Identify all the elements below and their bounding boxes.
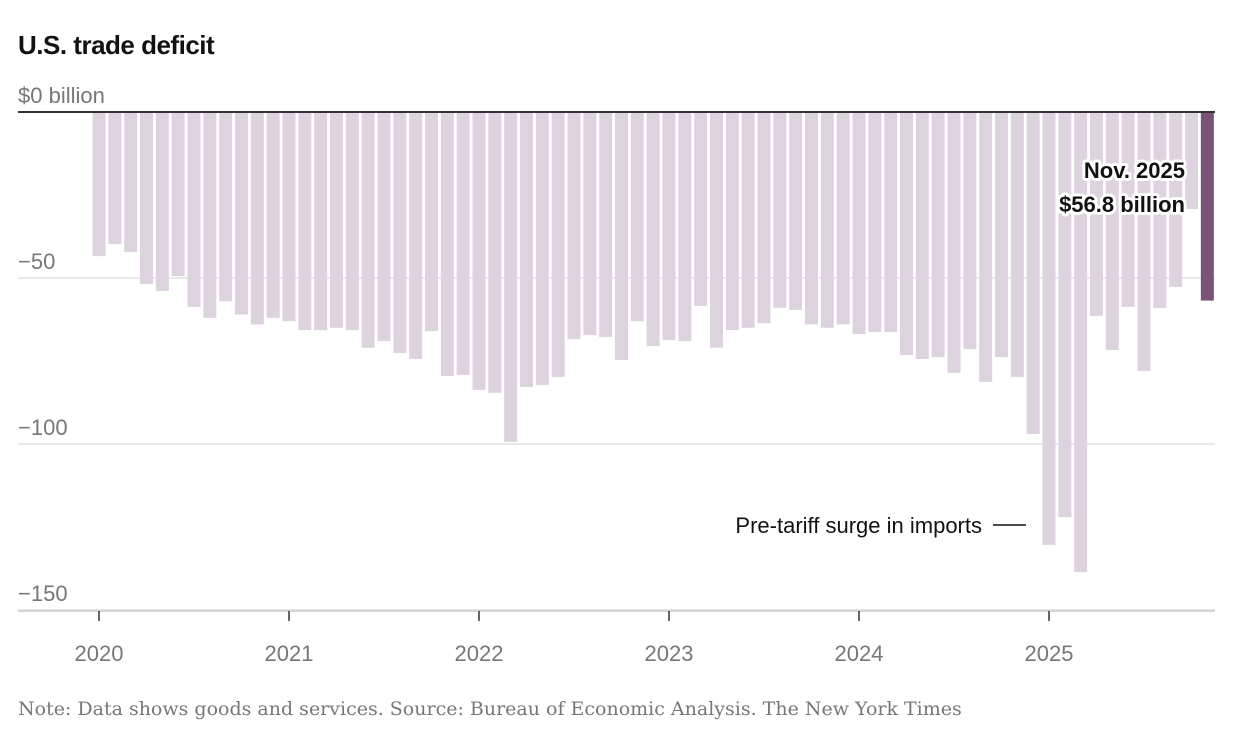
bar — [488, 112, 502, 393]
bar — [615, 112, 628, 361]
bar — [551, 112, 565, 377]
bar — [915, 112, 929, 360]
x-tick-label: 2024 — [835, 641, 884, 666]
bar — [836, 112, 850, 325]
bar — [409, 112, 423, 360]
bar — [868, 112, 882, 333]
bar — [646, 112, 660, 347]
bar — [773, 112, 787, 308]
y-tick-label: −50 — [18, 249, 55, 274]
y-tick-label: $0 billion — [18, 83, 105, 108]
annotation-text: Pre-tariff surge in imports — [735, 513, 982, 538]
bar — [1042, 112, 1056, 545]
source-note: Note: Data shows goods and services. Sou… — [18, 698, 962, 720]
bar — [694, 112, 708, 306]
bar — [583, 112, 597, 336]
bar — [995, 112, 1008, 358]
bar — [741, 112, 755, 328]
bar — [820, 112, 834, 328]
chart-title: U.S. trade deficit — [18, 30, 215, 60]
bar — [377, 112, 391, 342]
x-tick-label: 2020 — [75, 641, 124, 666]
bar — [1185, 112, 1198, 209]
x-tick-label: 2023 — [645, 641, 694, 666]
bar — [456, 112, 470, 375]
x-tick-label: 2021 — [265, 641, 314, 666]
bar — [931, 112, 945, 358]
bar — [393, 112, 407, 354]
bar — [504, 112, 518, 443]
bar — [520, 112, 533, 387]
bar — [250, 112, 264, 325]
bar — [725, 112, 739, 331]
bar — [979, 112, 993, 382]
x-tick-label: 2025 — [1025, 641, 1074, 666]
bar — [1074, 112, 1088, 573]
bar — [599, 112, 613, 338]
bar — [678, 112, 692, 342]
bar — [535, 112, 549, 385]
bar — [203, 112, 217, 318]
bar — [155, 112, 169, 291]
y-tick-label: −150 — [18, 581, 68, 606]
bar-chart: $0 billion −50 −100 −150 2020 2021 2022 2023 202… — [18, 83, 1215, 666]
bar — [1169, 112, 1183, 287]
x-tick-label: 2022 — [455, 641, 504, 666]
bar — [298, 112, 312, 331]
bar — [266, 112, 280, 318]
bar — [1121, 112, 1135, 307]
bar — [124, 112, 138, 253]
bar — [1010, 112, 1024, 377]
bar — [282, 112, 296, 322]
highlight-label-date: Nov. 2025 — [1084, 158, 1185, 183]
bar — [171, 112, 185, 277]
bar — [1105, 112, 1119, 351]
bar — [1137, 112, 1151, 371]
bar — [1090, 112, 1103, 316]
bar — [235, 112, 248, 315]
bar — [710, 112, 723, 348]
bar — [567, 112, 581, 340]
bar — [662, 112, 676, 341]
bar — [140, 112, 153, 284]
bar — [947, 112, 961, 373]
bar — [108, 112, 122, 245]
bar — [757, 112, 771, 324]
y-tick-label: −100 — [18, 415, 68, 440]
bar — [472, 112, 486, 390]
bar — [314, 112, 328, 331]
bar — [852, 112, 866, 335]
bar — [425, 112, 438, 332]
bar — [805, 112, 818, 325]
bar — [1153, 112, 1167, 308]
bar — [1026, 112, 1040, 435]
bar — [92, 112, 106, 257]
bar — [630, 112, 644, 322]
bar — [187, 112, 201, 307]
highlight-bar — [1200, 112, 1214, 301]
bar — [345, 112, 359, 331]
bar — [884, 112, 898, 333]
bar — [963, 112, 977, 350]
bar — [219, 112, 233, 302]
bar — [330, 112, 343, 328]
bar — [361, 112, 375, 348]
bar — [900, 112, 913, 356]
bar — [440, 112, 454, 376]
highlight-label-value: $56.8 billion — [1059, 192, 1185, 217]
bar — [1058, 112, 1072, 518]
bar — [789, 112, 803, 310]
